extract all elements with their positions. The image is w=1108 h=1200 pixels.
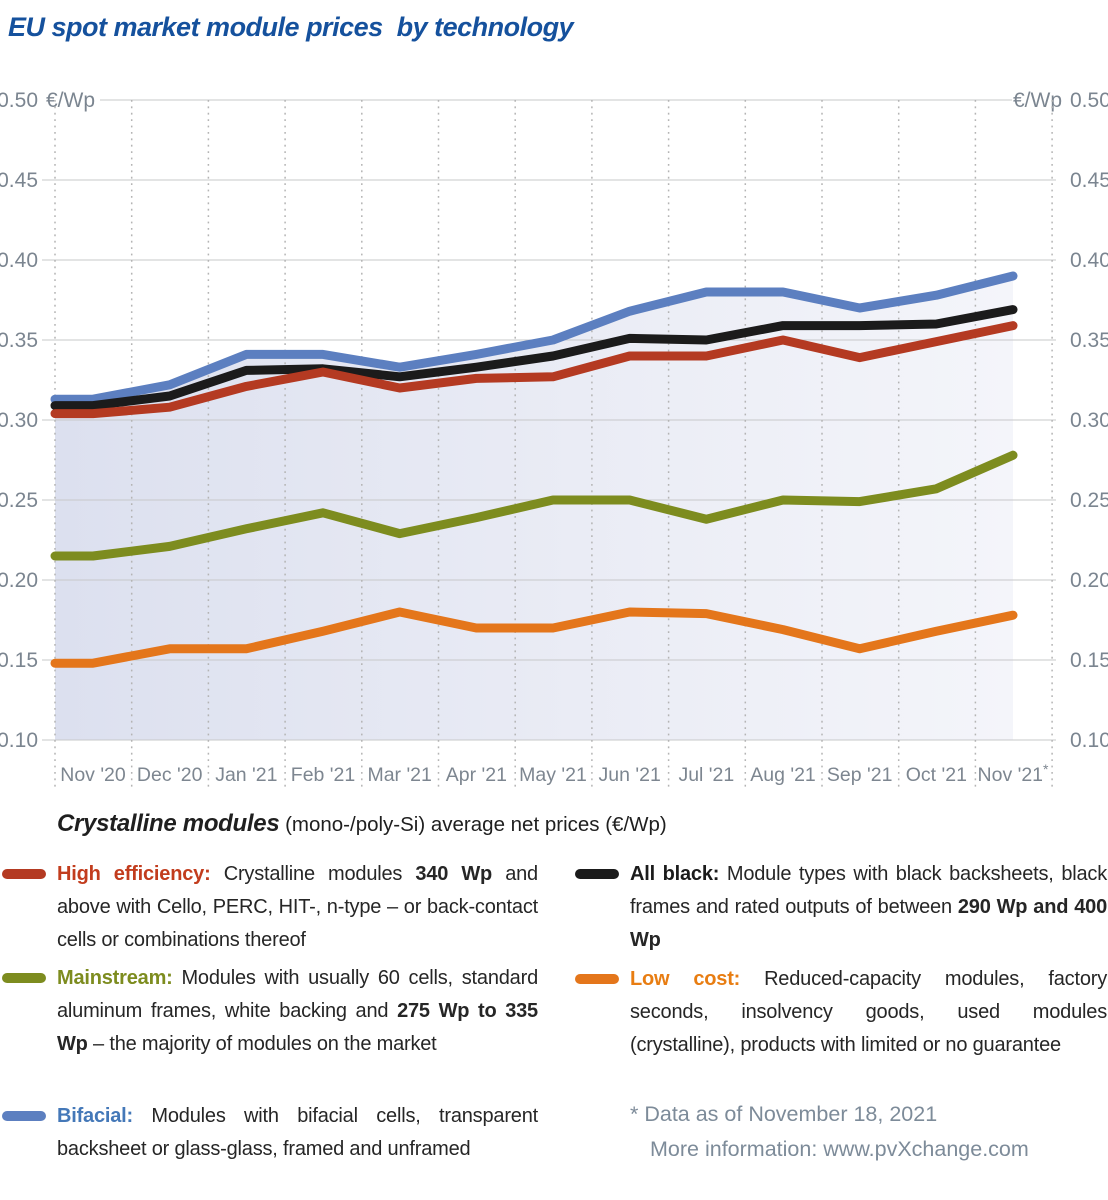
series-line-bifacial (50, 271, 1018, 404)
y-tick-left: 0.45 (0, 169, 38, 192)
footnote-data-date: * Data as of November 18, 2021 (630, 1102, 938, 1126)
x-tick-month: Jun '21 (599, 764, 661, 786)
bifacial-label: Bifacial: (57, 1105, 152, 1127)
y-axis-labels: 0.50 0.50 €/Wp €/Wp 0.45 0.45 0.40 0.40 0.35 0.35… (0, 89, 1108, 752)
mainstream-label: Mainstream: (57, 967, 182, 989)
x-tick-month: Sep '21 (827, 764, 893, 786)
low_cost-label: Low cost: (630, 968, 765, 990)
x-tick-month: Jul '21 (678, 764, 734, 786)
bifacial-line-swatch (2, 1111, 46, 1121)
y-tick-left: 0.10 (0, 729, 38, 752)
y-tick-left: 0.30 (0, 409, 38, 432)
series-line-mainstream (50, 450, 1018, 561)
x-tick-month: Nov '20 (60, 764, 126, 786)
x-axis-labels: Nov '20 Dec '20 Jan '21 Feb '21 Mar '21 Apr '… (60, 761, 1049, 786)
x-tick-month: May '21 (519, 764, 587, 786)
y-tick-right: 0.20 (1070, 569, 1108, 592)
x-tick-month: Dec '20 (137, 764, 203, 786)
y-tick-left: 0.25 (0, 489, 38, 512)
y-tick-left: 0.20 (0, 569, 38, 592)
y-tick-right: 0.35 (1070, 329, 1108, 352)
y-tick-right: 0.40 (1070, 249, 1108, 272)
mainstream-line-swatch (2, 973, 46, 983)
y-tick-right: 0.10 (1070, 729, 1108, 752)
high_efficiency-label: High efficiency: (57, 863, 224, 885)
x-tick-month: Mar '21 (367, 764, 431, 786)
all_black-label: All black: (630, 863, 727, 885)
y-tick-right: 0.50 (1070, 89, 1108, 112)
legend-item-low-cost: Low cost: Reduced-capacity modules, fact… (630, 968, 1107, 1056)
high-efficiency-line-swatch (2, 869, 46, 879)
series-lines (50, 271, 1018, 668)
footnote: * Data as of November 18, 2021 More info… (630, 1097, 1029, 1167)
legend-heading: Crystalline modules (mono-/poly-Si) aver… (57, 810, 1097, 838)
y-tick-left: 0.50 (0, 89, 38, 112)
y-tick-right: 0.45 (1070, 169, 1108, 192)
series-line-low_cost (50, 607, 1018, 668)
y-axis-unit-right: €/Wp (1013, 89, 1062, 112)
line-chart: 0.50 0.50 €/Wp €/Wp 0.45 0.45 0.40 0.40 0.35 0.35… (0, 89, 1108, 790)
y-tick-left: 0.35 (0, 329, 38, 352)
series-line-high_efficiency (50, 321, 1018, 419)
x-tick-month: Oct '21 (906, 764, 967, 786)
y-tick-left: 0.15 (0, 649, 38, 672)
series-line-all_black (50, 305, 1018, 411)
y-axis-unit-left: €/Wp (46, 89, 95, 112)
x-tick-month: Apr '21 (446, 764, 507, 786)
x-tick-month: Jan '21 (215, 764, 277, 786)
y-tick-left: 0.40 (0, 249, 38, 272)
x-tick-month: Feb '21 (291, 764, 355, 786)
legend-heading-bold: Crystalline modules (57, 810, 280, 837)
legend-item-all-black: All black: Module types with black backs… (630, 863, 1108, 951)
y-tick-right: 0.25 (1070, 489, 1108, 512)
page-title: EU spot market module prices by technolo… (8, 12, 574, 42)
x-tick-month: Nov '21* (978, 761, 1050, 786)
legend-item-bifacial: Bifacial: Modules with bifacial cells, t… (57, 1105, 538, 1160)
y-tick-right: 0.15 (1070, 649, 1108, 672)
x-tick-month: Aug '21 (750, 764, 816, 786)
legend-heading-rest: (mono-/poly-Si) average net prices (€/Wp… (279, 813, 667, 836)
all-black-line-swatch (575, 869, 619, 879)
y-tick-right: 0.30 (1070, 409, 1108, 432)
low-cost-line-swatch (575, 974, 619, 984)
legend-item-mainstream: Mainstream: Modules with usually 60 cell… (57, 967, 538, 1055)
legend-item-high-efficiency: High efficiency: Crystalline modules 340… (57, 863, 538, 951)
footnote-more-info: More information: www.pvXchange.com (650, 1137, 1029, 1161)
